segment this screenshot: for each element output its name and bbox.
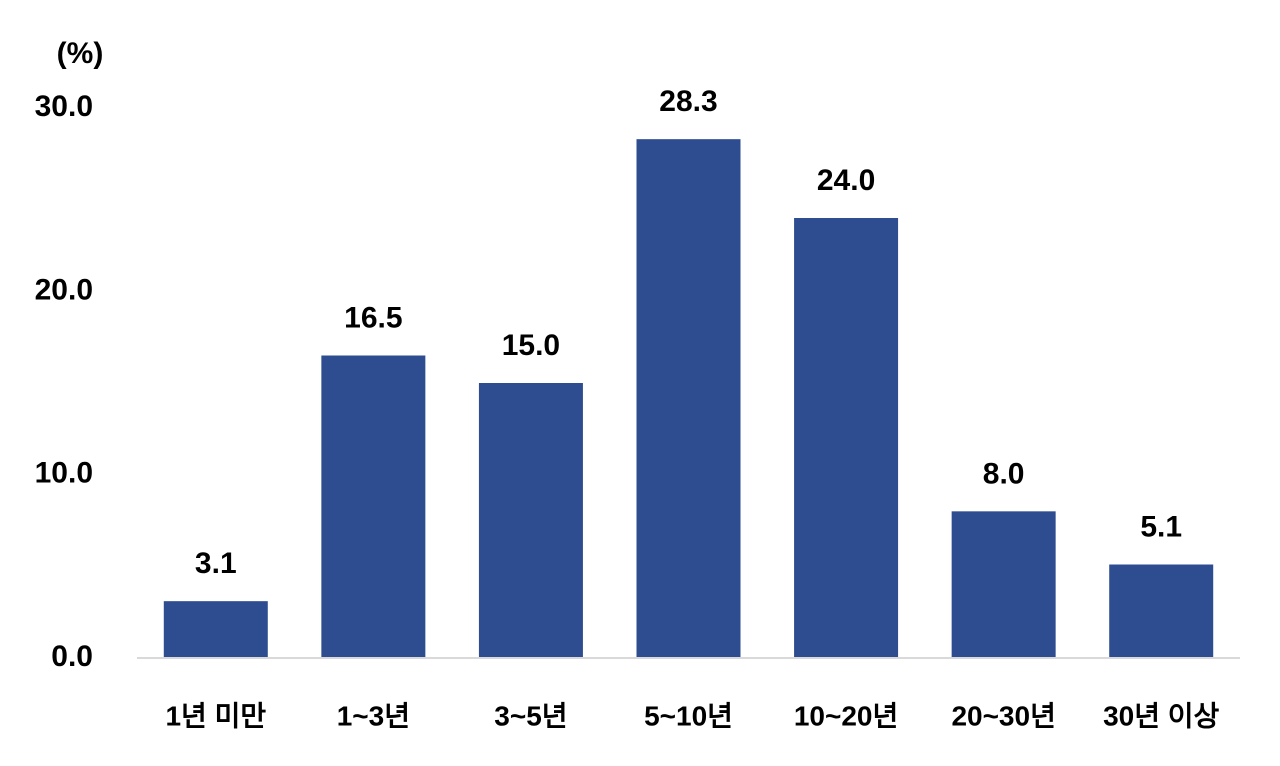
value-label: 24.0	[817, 164, 875, 197]
value-label: 15.0	[502, 329, 560, 362]
y-tick-label: 0.0	[51, 640, 93, 673]
value-label: 28.3	[659, 85, 717, 118]
bar	[1109, 564, 1214, 658]
value-label: 8.0	[983, 457, 1025, 490]
bar	[636, 139, 741, 658]
bar	[163, 601, 268, 658]
value-label: 5.1	[1140, 510, 1182, 543]
bar	[321, 355, 426, 658]
x-tick-label: 3~5년	[494, 700, 567, 731]
value-label: 3.1	[195, 547, 237, 580]
x-tick-label: 30년 이상	[1103, 700, 1219, 731]
x-tick-label: 1년 미만	[165, 700, 266, 731]
y-axis-label: (%)	[57, 37, 104, 70]
bar	[951, 511, 1056, 658]
x-tick-label: 10~20년	[794, 700, 898, 731]
x-tick-label: 1~3년	[337, 700, 410, 731]
y-tick-label: 10.0	[35, 457, 93, 490]
y-tick-label: 20.0	[35, 273, 93, 306]
x-tick-label: 5~10년	[644, 700, 733, 731]
value-label: 16.5	[344, 301, 402, 334]
y-tick-label: 30.0	[35, 90, 93, 123]
bar	[478, 383, 583, 658]
bar	[794, 218, 899, 658]
x-tick-label: 20~30년	[951, 700, 1055, 731]
